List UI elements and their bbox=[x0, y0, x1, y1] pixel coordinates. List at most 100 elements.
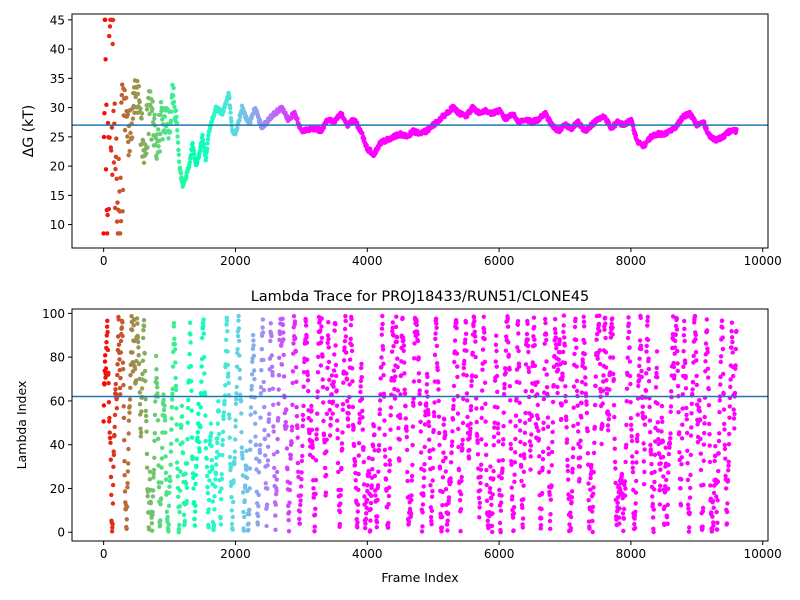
lambda-point bbox=[592, 402, 598, 408]
delta-g-point bbox=[114, 176, 119, 181]
delta-g-point bbox=[102, 111, 107, 116]
lambda-point bbox=[264, 502, 270, 507]
lambda-point bbox=[535, 392, 540, 397]
lambda-point bbox=[590, 529, 595, 535]
lambda-point bbox=[118, 350, 124, 355]
lambda-point bbox=[503, 348, 509, 353]
lambda-point bbox=[456, 467, 462, 473]
lambda-point bbox=[117, 357, 122, 362]
lambda-point bbox=[720, 346, 726, 352]
lambda-point bbox=[174, 422, 179, 427]
lambda-point bbox=[122, 473, 127, 478]
lambda-point bbox=[380, 313, 385, 319]
lambda-point bbox=[698, 451, 703, 456]
lambda-point bbox=[675, 348, 680, 354]
lambda-point bbox=[271, 452, 277, 457]
lambda-point bbox=[274, 488, 279, 494]
lambda-point bbox=[394, 334, 400, 340]
lambda-point bbox=[321, 400, 326, 405]
lambda-point bbox=[119, 325, 125, 330]
lambda-point bbox=[215, 440, 220, 446]
lambda-point bbox=[540, 457, 546, 462]
lambda-point bbox=[681, 349, 686, 354]
lambda-point bbox=[250, 359, 255, 364]
lambda-point bbox=[582, 340, 587, 345]
lambda-point bbox=[258, 391, 263, 396]
delta-g-point bbox=[118, 175, 123, 180]
lambda-point bbox=[108, 474, 114, 480]
lambda-point bbox=[356, 471, 361, 477]
lambda-point bbox=[268, 321, 273, 326]
lambda-point bbox=[225, 349, 230, 354]
lambda-point bbox=[318, 363, 324, 368]
lambda-point bbox=[325, 386, 330, 391]
lambda-point bbox=[239, 445, 244, 450]
lambda-point bbox=[461, 396, 466, 402]
x-tick-label: 10000 bbox=[744, 547, 782, 561]
x-tick-label: 6000 bbox=[484, 254, 515, 268]
delta-g-point bbox=[174, 120, 179, 126]
lambda-point bbox=[137, 402, 143, 407]
x-tick-label: 8000 bbox=[616, 254, 647, 268]
lambda-point bbox=[162, 418, 168, 423]
lambda-point bbox=[169, 427, 174, 432]
delta-g-point bbox=[154, 156, 159, 161]
lambda-point bbox=[441, 450, 446, 455]
lambda-point bbox=[180, 450, 186, 456]
lambda-point bbox=[196, 411, 201, 416]
lambda-point bbox=[577, 455, 583, 460]
lambda-point bbox=[443, 469, 448, 474]
lambda-point bbox=[252, 376, 257, 382]
lambda-point bbox=[192, 523, 198, 528]
lambda-point bbox=[459, 478, 464, 484]
lambda-point bbox=[520, 505, 525, 510]
lambda-point bbox=[630, 454, 635, 459]
lambda-point bbox=[658, 467, 663, 472]
lambda-point bbox=[105, 329, 110, 335]
delta-g-point bbox=[149, 137, 154, 142]
lambda-point bbox=[717, 398, 722, 403]
lambda-point bbox=[370, 456, 375, 462]
lambda-point bbox=[528, 454, 533, 459]
lambda-point bbox=[217, 489, 223, 494]
lambda-point bbox=[604, 378, 609, 383]
lambda-point bbox=[579, 400, 584, 406]
lambda-point bbox=[726, 442, 732, 447]
lambda-point bbox=[473, 374, 479, 379]
lambda-point bbox=[284, 446, 290, 451]
lambda-point bbox=[468, 421, 473, 426]
lambda-point bbox=[372, 473, 378, 479]
lambda-point bbox=[141, 318, 147, 323]
lambda-point bbox=[661, 474, 666, 479]
lambda-point bbox=[474, 396, 479, 401]
lambda-point bbox=[204, 464, 210, 470]
lambda-point bbox=[535, 416, 541, 421]
delta-g-point bbox=[188, 152, 194, 158]
lambda-point bbox=[301, 403, 306, 409]
lambda-point bbox=[343, 334, 349, 339]
lambda-point bbox=[715, 479, 721, 484]
lambda-point bbox=[177, 504, 182, 509]
delta-g-point bbox=[124, 95, 129, 101]
lambda-point bbox=[366, 471, 372, 476]
lambda-point bbox=[503, 370, 508, 376]
lambda-point bbox=[580, 357, 585, 362]
lambda-point bbox=[706, 403, 712, 408]
lambda-point bbox=[613, 480, 618, 486]
lambda-point bbox=[732, 411, 737, 417]
lambda-point bbox=[233, 424, 238, 429]
lambda-point bbox=[324, 437, 329, 442]
lambda-point bbox=[111, 464, 116, 469]
lambda-point bbox=[561, 349, 566, 355]
lambda-point bbox=[291, 341, 296, 346]
lambda-point bbox=[248, 412, 253, 417]
lambda-point bbox=[340, 407, 345, 412]
lambda-point bbox=[327, 377, 332, 382]
lambda-point bbox=[203, 413, 208, 418]
lambda-point bbox=[564, 417, 569, 423]
lambda-point bbox=[478, 481, 483, 486]
lambda-point bbox=[563, 384, 568, 389]
lambda-point bbox=[198, 424, 203, 430]
lambda-point bbox=[721, 371, 726, 377]
lambda-point bbox=[169, 405, 175, 410]
